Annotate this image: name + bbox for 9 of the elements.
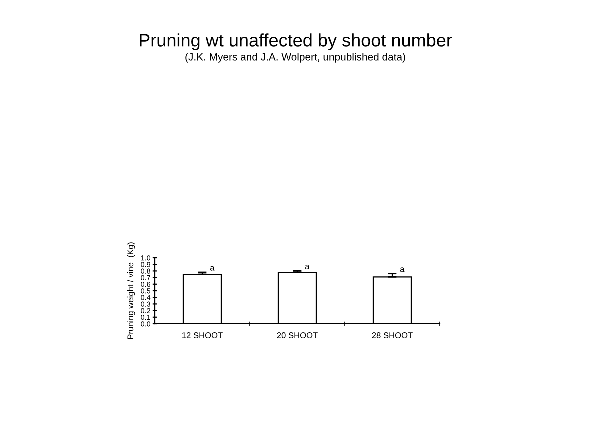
annotation: a [210, 266, 215, 271]
chart-subtitle: (J.K. Myers and J.A. Wolpert, unpublished data) [186, 53, 406, 63]
annotation: a [305, 264, 310, 270]
x-tick-label: 12 SHOOT [182, 332, 223, 338]
x-tick-label: 28 SHOOT [372, 332, 413, 338]
x-tick-label: 20 SHOOT [277, 332, 318, 338]
y-axis-title: Pruning weight / vine (Kg) [127, 242, 136, 340]
annotation: a [400, 268, 405, 272]
chart-title: Pruning wt unaffected by shoot number [140, 34, 452, 50]
